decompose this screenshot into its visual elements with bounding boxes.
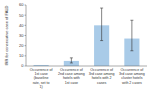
- category-label: Occurrence of1st case(baselinerate, set …: [30, 68, 53, 89]
- error-cap: [100, 40, 103, 41]
- tick-label: 60: [19, 2, 24, 7]
- chart: 0 10 20 30 40 50 60 IRR for consecutive case of…: [0, 0, 150, 107]
- error-line: [71, 58, 72, 63]
- category-label: Occurrence of3rd case amonghotels with 2…: [89, 68, 115, 85]
- tick-label: 30: [19, 33, 24, 38]
- tick: [25, 45, 27, 46]
- x-axis: [26, 66, 147, 67]
- error-line: [131, 20, 132, 51]
- error-cap: [70, 62, 73, 63]
- tick: [25, 25, 27, 26]
- error-cap: [130, 20, 133, 21]
- error-cap: [70, 57, 73, 58]
- tick: [25, 35, 27, 36]
- tick-label: 50: [19, 13, 24, 18]
- tick: [25, 55, 27, 56]
- error-bar: [100, 8, 103, 41]
- error-line: [101, 8, 102, 41]
- error-bar: [130, 20, 133, 51]
- y-axis: [26, 5, 27, 66]
- tick: [25, 5, 27, 6]
- tick-label: 40: [19, 23, 24, 28]
- error-cap: [100, 8, 103, 9]
- error-cap: [130, 50, 133, 51]
- tick-label: 0: [21, 63, 24, 68]
- tick-label: 20: [19, 43, 24, 48]
- tick-label: 10: [19, 53, 24, 58]
- plot-area: [34, 8, 140, 66]
- axis-label: IRR for consecutive case of FALD: [4, 5, 9, 65]
- category-label: Occurrence of3rd case amongcluster hotel…: [119, 68, 145, 85]
- tick: [25, 66, 27, 67]
- error-bar: [70, 58, 73, 63]
- category-label: Occurrence of2nd case amonghotels with1s…: [58, 68, 85, 85]
- tick: [25, 15, 27, 16]
